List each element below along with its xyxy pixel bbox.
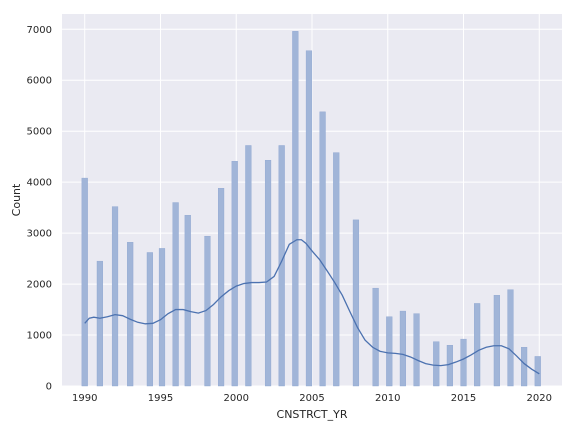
- histogram-bar: [292, 31, 299, 387]
- histogram-bar: [172, 202, 179, 387]
- histogram-bar: [264, 160, 272, 387]
- y-tick-label: 5000: [27, 127, 52, 138]
- histogram-bar: [493, 295, 500, 387]
- y-tick-label: 7000: [27, 25, 52, 36]
- histogram-bar: [352, 219, 360, 387]
- histogram-bar: [127, 242, 134, 387]
- x-tick-label: 2000: [224, 393, 249, 404]
- x-tick-label: 2010: [375, 393, 400, 404]
- histogram-bar: [521, 347, 528, 387]
- histogram-bar: [245, 145, 252, 387]
- histogram-bars: [81, 31, 541, 387]
- x-axis-label: CNSTRCT_YR: [277, 408, 348, 421]
- histogram-bar: [158, 248, 166, 387]
- x-tick-labels: 1990 1995 2000 2005 2010 2015 2020: [72, 393, 552, 404]
- histogram-bar: [96, 260, 103, 387]
- histogram-bar: [333, 152, 340, 387]
- x-tick-label: 2020: [527, 393, 552, 404]
- x-tick-label: 1990: [72, 393, 97, 404]
- histogram-bar: [413, 313, 420, 387]
- histogram-bar: [386, 316, 393, 387]
- y-tick-label: 4000: [27, 178, 52, 189]
- histogram-bar: [319, 111, 326, 387]
- x-tick-label: 2005: [299, 393, 324, 404]
- y-tick-label: 0: [46, 382, 52, 393]
- y-tick-label: 2000: [27, 280, 52, 291]
- y-tick-labels: 0 1000 2000 3000 4000 5000 6000 7000: [27, 25, 52, 393]
- y-axis-label: Count: [10, 183, 23, 216]
- y-tick-label: 1000: [27, 331, 52, 342]
- histogram-bar: [446, 345, 453, 387]
- histogram-bar: [111, 206, 119, 387]
- histogram-bar: [146, 252, 153, 387]
- histogram-bar: [81, 177, 88, 387]
- histogram-bar: [460, 338, 467, 387]
- kde-curve: [84, 239, 540, 375]
- histogram-bar: [433, 341, 440, 387]
- histogram-bar: [231, 161, 238, 387]
- histogram-bar: [507, 289, 514, 387]
- histogram-bar: [474, 303, 481, 387]
- y-tick-label: 3000: [27, 229, 52, 240]
- x-tick-label: 2015: [451, 393, 476, 404]
- histogram-bar: [184, 215, 191, 387]
- x-tick-label: 1995: [148, 393, 173, 404]
- histogram-bar: [399, 310, 406, 387]
- histogram-bar: [305, 50, 313, 387]
- histogram-bar: [218, 188, 225, 387]
- y-tick-label: 6000: [27, 76, 52, 87]
- histogram-bar: [372, 287, 379, 387]
